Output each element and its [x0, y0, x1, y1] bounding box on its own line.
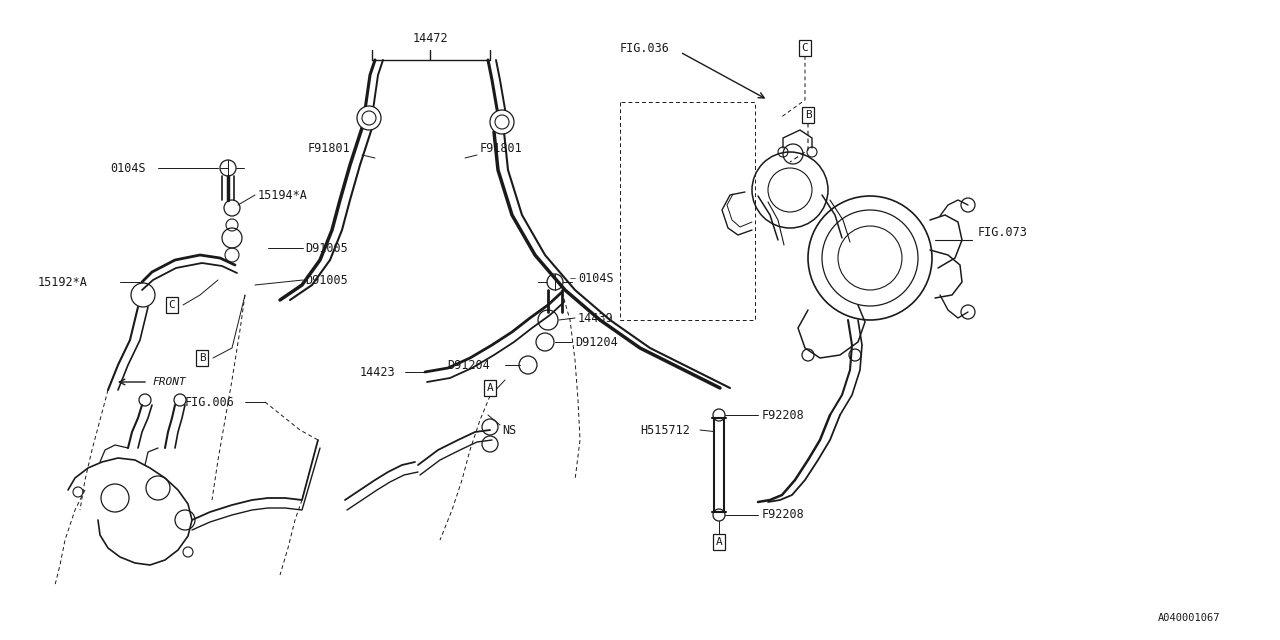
Text: F91801: F91801: [308, 141, 351, 154]
Text: FIG.036: FIG.036: [620, 42, 669, 54]
Text: D91204: D91204: [575, 335, 618, 349]
Text: C: C: [169, 300, 175, 310]
Circle shape: [490, 110, 515, 134]
Text: F91801: F91801: [480, 141, 522, 154]
Text: D91204: D91204: [447, 358, 490, 371]
Text: C: C: [801, 43, 809, 53]
Text: B: B: [198, 353, 205, 363]
Text: 15194*A: 15194*A: [259, 189, 308, 202]
Text: B: B: [805, 110, 812, 120]
Text: 14439: 14439: [579, 312, 613, 324]
Text: A040001067: A040001067: [1157, 613, 1220, 623]
Text: FRONT: FRONT: [152, 377, 186, 387]
Text: F92208: F92208: [762, 408, 805, 422]
Text: 0104S: 0104S: [110, 161, 146, 175]
Text: A: A: [716, 537, 722, 547]
Text: FIG.073: FIG.073: [978, 225, 1028, 239]
Text: 14472: 14472: [412, 31, 448, 45]
Text: NS: NS: [502, 424, 516, 436]
Text: D91005: D91005: [305, 241, 348, 255]
Text: H515712: H515712: [640, 424, 690, 436]
Text: D91005: D91005: [305, 273, 348, 287]
Text: 0104S: 0104S: [579, 271, 613, 285]
Text: 14423: 14423: [360, 365, 396, 378]
Text: A: A: [486, 383, 493, 393]
Text: F92208: F92208: [762, 509, 805, 522]
Circle shape: [357, 106, 381, 130]
Text: 15192*A: 15192*A: [38, 275, 88, 289]
Text: FIG.006: FIG.006: [186, 396, 234, 408]
